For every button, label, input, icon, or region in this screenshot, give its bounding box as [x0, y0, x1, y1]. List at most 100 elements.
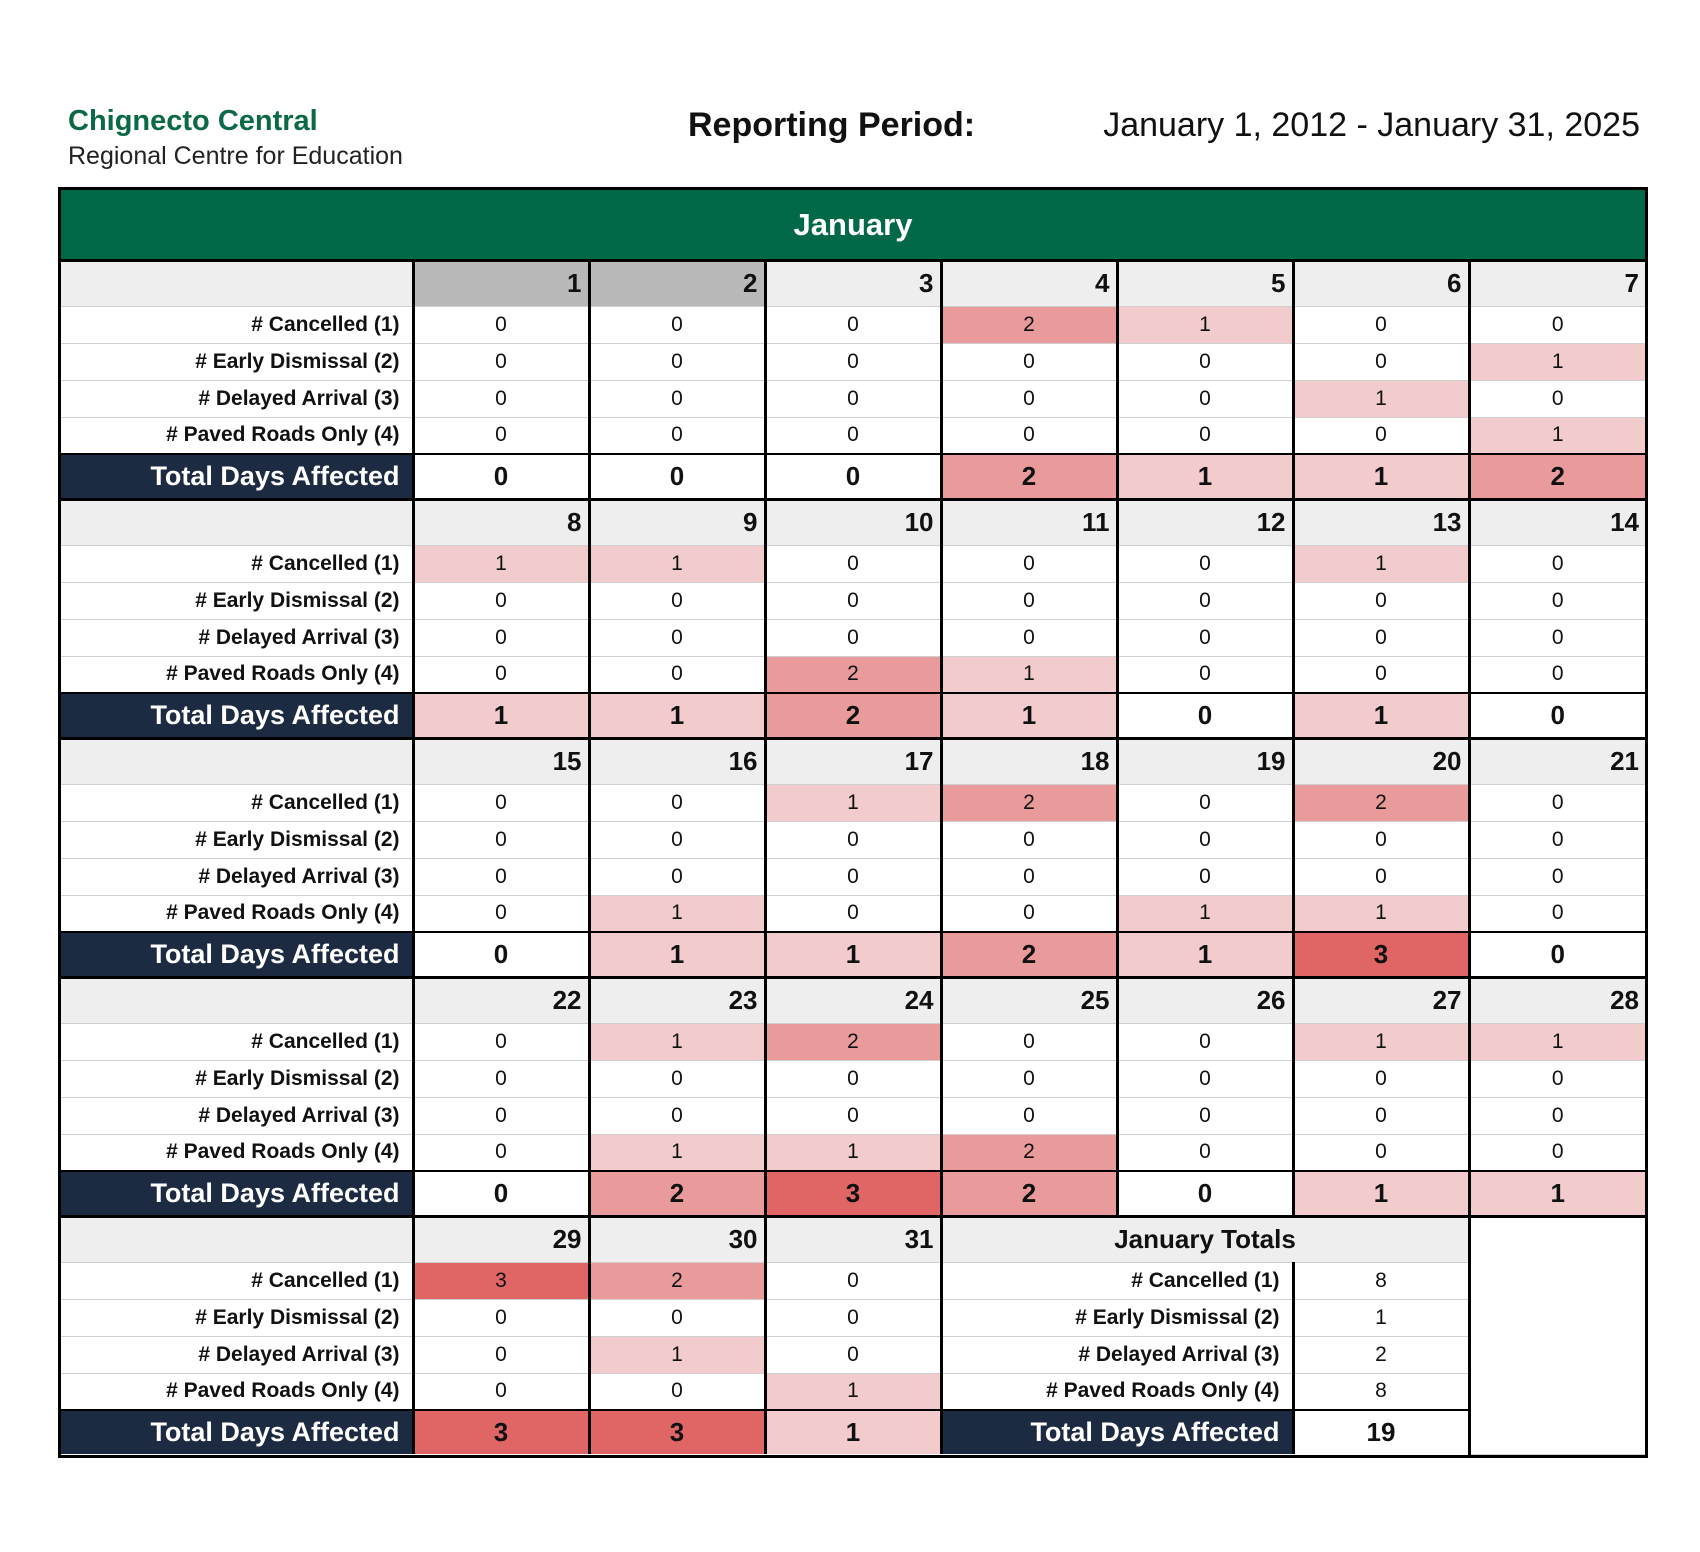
metric-value: 0	[1115, 545, 1293, 583]
metric-value: 0	[587, 343, 765, 381]
totals-metric-label: # Early Dismissal (2)	[939, 1299, 1293, 1337]
metric-value: 0	[1115, 417, 1293, 455]
total-days-value: 1	[587, 931, 765, 976]
total-days-label: Total Days Affected	[61, 931, 413, 976]
metric-value: 0	[763, 1097, 941, 1135]
reporting-period-value: January 1, 2012 - January 31, 2025	[1103, 106, 1640, 144]
metric-value: 0	[1291, 619, 1469, 657]
total-days-value: 2	[587, 1170, 765, 1215]
metric-value: 0	[1467, 895, 1645, 933]
metric-value: 2	[1291, 784, 1469, 822]
metric-value: 0	[1291, 858, 1469, 896]
metric-value: 2	[939, 306, 1117, 344]
reporting-period-label: Reporting Period:	[688, 106, 976, 144]
metric-value: 0	[1115, 1023, 1293, 1061]
metric-value: 0	[411, 619, 589, 657]
total-days-value: 1	[1291, 1170, 1469, 1215]
metric-value: 1	[587, 1134, 765, 1172]
total-days-value: 2	[939, 453, 1117, 498]
day-number: 27	[1291, 979, 1469, 1024]
week-block: 29 30 31 January Totals # Cancelled (1) 3 2 0 # …	[61, 1218, 1645, 1455]
metric-value: 1	[1291, 545, 1469, 583]
metric-value: 0	[587, 1373, 765, 1411]
metric-value: 0	[1467, 619, 1645, 657]
day-number: 22	[411, 979, 589, 1024]
metric-value: 1	[587, 1023, 765, 1061]
total-days-value: 0	[1467, 692, 1645, 737]
total-days-value: 3	[411, 1409, 589, 1454]
metric-value: 0	[587, 656, 765, 694]
metric-value: 0	[1467, 380, 1645, 418]
metric-value: 0	[763, 417, 941, 455]
metric-value: 0	[587, 380, 765, 418]
metric-value: 0	[411, 1373, 589, 1411]
metric-value: 0	[1291, 1060, 1469, 1098]
day-number: 7	[1467, 262, 1645, 307]
metric-value: 1	[1291, 1023, 1469, 1061]
total-days-value: 1	[763, 1409, 941, 1454]
metric-label: # Early Dismissal (2)	[61, 343, 413, 381]
row-label-header	[61, 262, 413, 307]
metric-value: 0	[939, 821, 1117, 859]
total-days-label: Total Days Affected	[61, 453, 413, 498]
total-days-value: 2	[939, 1170, 1117, 1215]
day-number: 31	[763, 1218, 941, 1263]
metric-label: # Early Dismissal (2)	[61, 582, 413, 620]
row-label-header	[61, 501, 413, 546]
totals-metric-label: # Cancelled (1)	[939, 1262, 1293, 1300]
metric-value: 0	[587, 306, 765, 344]
day-number: 1	[411, 262, 589, 307]
total-days-label: Total Days Affected	[61, 1170, 413, 1215]
metric-value: 0	[939, 619, 1117, 657]
metric-value: 0	[1467, 306, 1645, 344]
metric-value: 0	[763, 1336, 941, 1374]
metric-value: 0	[1467, 656, 1645, 694]
metric-value: 1	[1115, 306, 1293, 344]
day-number: 15	[411, 740, 589, 785]
metric-value: 0	[1291, 343, 1469, 381]
metric-value: 0	[411, 895, 589, 933]
metric-value: 1	[587, 545, 765, 583]
metric-label: # Paved Roads Only (4)	[61, 656, 413, 694]
metric-value: 0	[1115, 858, 1293, 896]
day-number: 13	[1291, 501, 1469, 546]
metric-value: 1	[763, 1134, 941, 1172]
metric-value: 1	[939, 656, 1117, 694]
metric-value: 0	[587, 619, 765, 657]
metric-value: 0	[763, 1299, 941, 1337]
day-number: 29	[411, 1218, 589, 1263]
metric-value: 2	[939, 1134, 1117, 1172]
metric-value: 1	[1291, 380, 1469, 418]
day-number: 28	[1467, 979, 1645, 1024]
total-days-value: 1	[1291, 453, 1469, 498]
total-days-value: 1	[411, 692, 589, 737]
day-number: 23	[587, 979, 765, 1024]
month-title: January	[61, 190, 1645, 262]
metric-value: 3	[411, 1262, 589, 1300]
metric-value: 0	[411, 1097, 589, 1135]
metric-value: 0	[1115, 380, 1293, 418]
day-number: 12	[1115, 501, 1293, 546]
day-number: 16	[587, 740, 765, 785]
metric-value: 0	[411, 582, 589, 620]
metric-value: 0	[411, 1134, 589, 1172]
metric-value: 0	[411, 821, 589, 859]
metric-value: 0	[763, 582, 941, 620]
metric-value: 1	[763, 1373, 941, 1411]
total-days-value: 1	[587, 692, 765, 737]
metric-label: # Delayed Arrival (3)	[61, 858, 413, 896]
metric-value: 0	[1115, 1060, 1293, 1098]
metric-value: 0	[1467, 1134, 1645, 1172]
total-days-label: Total Days Affected	[61, 692, 413, 737]
metric-label: # Paved Roads Only (4)	[61, 417, 413, 455]
day-number: 6	[1291, 262, 1469, 307]
day-number: 10	[763, 501, 941, 546]
metric-label: # Cancelled (1)	[61, 1262, 413, 1300]
total-days-value: 1	[1467, 1170, 1645, 1215]
metric-value: 0	[1467, 582, 1645, 620]
metric-value: 0	[763, 545, 941, 583]
day-number: 24	[763, 979, 941, 1024]
metric-value: 0	[939, 343, 1117, 381]
total-days-value: 1	[1115, 453, 1293, 498]
total-days-value: 2	[1467, 453, 1645, 498]
